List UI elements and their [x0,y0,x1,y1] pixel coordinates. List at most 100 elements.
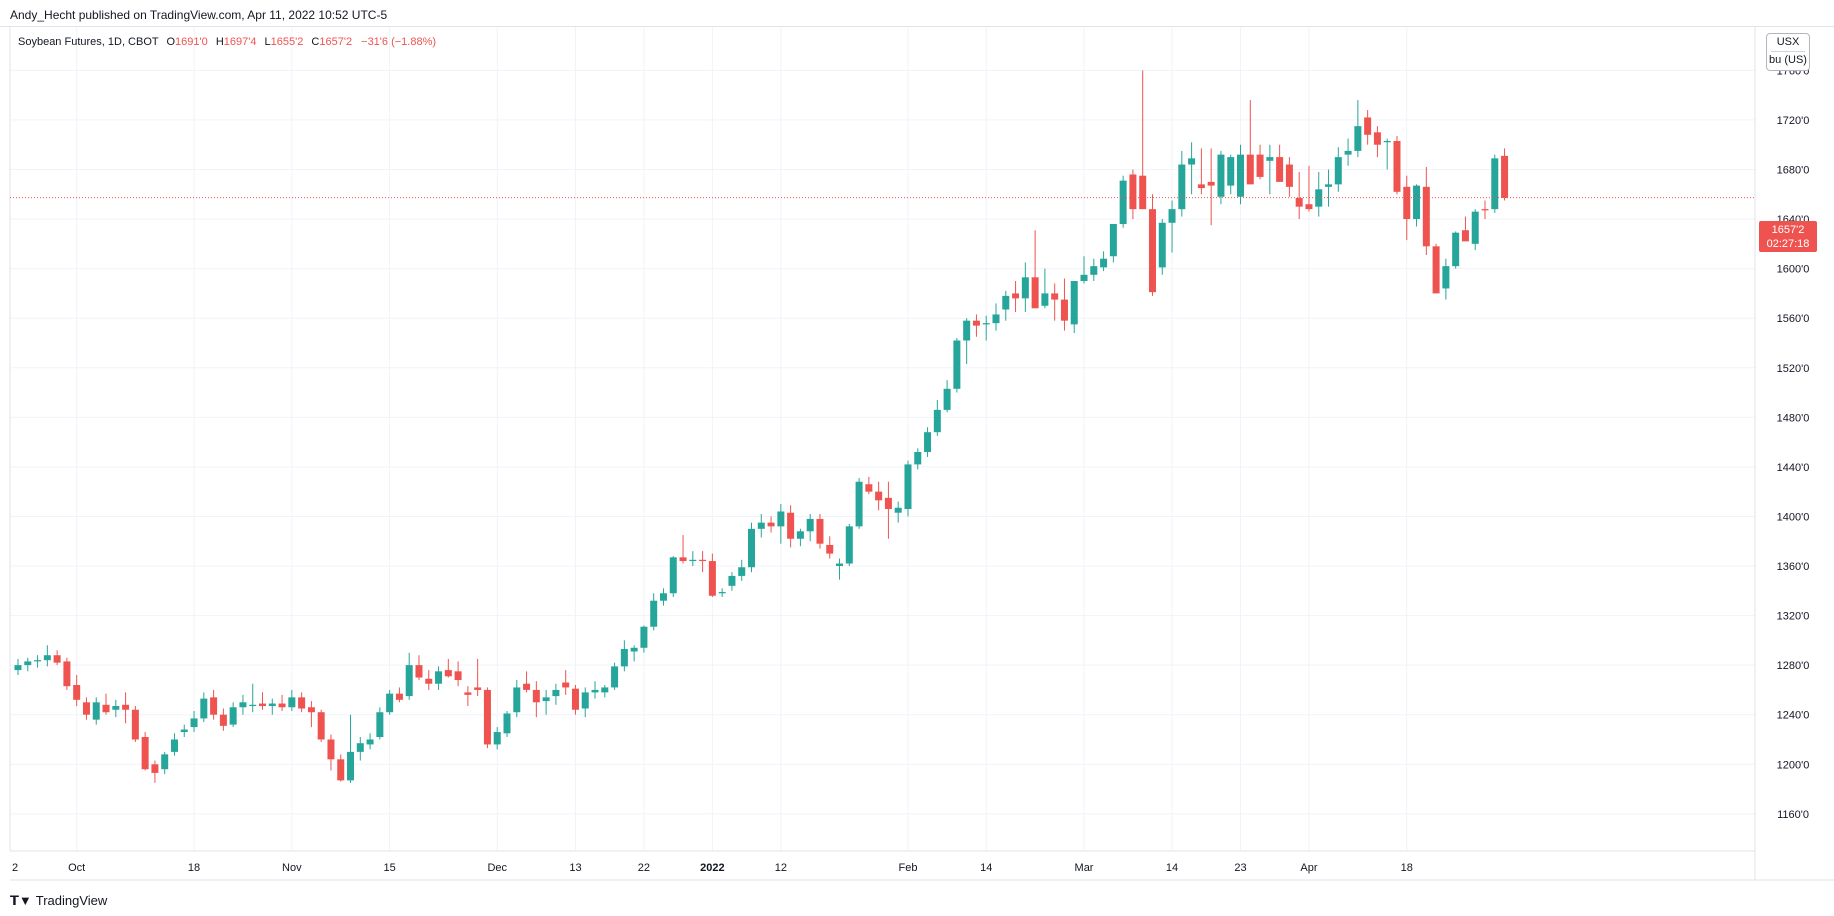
candle-body [278,703,286,708]
y-tick-label: 1280'0 [1777,660,1810,672]
candle-body [190,718,198,728]
candle-body [1383,140,1391,143]
candle-body [1481,209,1489,211]
candle-body [1276,157,1284,182]
candle-body [464,692,472,695]
candle-body [620,649,628,667]
candle-body [875,491,883,501]
candle-body [1491,158,1499,210]
candle-body [845,526,853,564]
candle-body [435,671,443,684]
candle-body [1461,230,1469,242]
footer-bar: 𝗧▼ TradingView [0,884,1834,916]
candle-body [376,712,384,738]
candle-body [718,592,726,594]
candle-body [43,655,51,661]
candle-body [1285,164,1293,187]
candle-body [1139,175,1147,210]
candle-body [180,729,188,733]
candle-body [562,682,570,688]
y-tick-label: 1400'0 [1777,511,1810,523]
candle-body [1393,140,1401,192]
candle-body [532,689,540,703]
candle-body [1002,295,1010,310]
candle-body [1256,154,1264,177]
candle-body [210,697,218,715]
price-scale[interactable]: 1160'0 1200'0 1240'0 1280'0 1320'0 1360'0 1400… [1777,65,1810,820]
y-tick-label: 1200'0 [1777,759,1810,771]
candle-body [581,692,589,709]
candle-body [24,661,32,666]
candle-body [1403,186,1411,220]
y-tick-label: 1720'0 [1777,115,1810,127]
candle-body [356,743,364,752]
price-chart[interactable]: 1160'0 1200'0 1240'0 1280'0 1320'0 1360'0 1400… [0,27,1834,884]
x-tick-label: 2022 [700,862,724,874]
candle-body [659,593,667,601]
candle-body [689,559,697,562]
tradingview-logo[interactable]: 𝗧▼ TradingView [10,893,107,909]
candle-body [53,655,61,663]
candle-body [200,698,208,719]
candle-body [1471,211,1479,244]
candle-body [1060,299,1068,321]
candle-body [972,320,980,326]
open-value: 1691'0 [175,36,208,48]
y-tick-label: 1480'0 [1777,412,1810,424]
candle-body [1432,246,1440,294]
candle-body [708,561,716,596]
candle-body [1246,154,1254,185]
candle-body [1051,293,1059,300]
candle-body [796,531,804,539]
candle-body [933,409,941,433]
candle-body [454,671,462,681]
candle-body [1207,181,1215,186]
candle-body [1119,180,1127,225]
low-label: L [264,36,271,48]
low-value: 1655'2 [270,36,304,48]
tradingview-logo-icon: 𝗧▼ [10,893,32,908]
x-tick-label: 18 [1401,862,1413,874]
candle-body [298,697,306,709]
x-tick-label: 2 [12,862,18,874]
unit-divider [1771,51,1805,52]
candle-body [1168,209,1176,223]
candle-body [884,497,892,510]
unit-label: bu (US) [1769,54,1807,66]
candle-body [806,518,814,532]
candle-body [650,600,658,627]
candle-body [904,464,912,510]
candle-body [1178,164,1186,210]
candle-body [1188,158,1196,165]
candle-body [122,704,130,710]
candle-body [14,665,22,671]
candle-body [34,660,42,662]
candle-body [1344,150,1352,155]
candle-body [513,687,521,713]
candle-body [640,626,648,648]
candle-body [1501,155,1509,198]
candle-body [767,522,775,527]
candle-body [317,712,325,740]
y-tick-label: 1440'0 [1777,462,1810,474]
candle-body [366,739,374,745]
candle-body [669,557,677,594]
candle-body [748,528,755,568]
candle-body [1129,174,1137,210]
candle-body [992,314,1000,324]
grid-lines [10,27,1755,851]
candle-body [1031,277,1039,309]
candle-body [1217,154,1225,197]
candle-body [1305,204,1313,210]
candle-body [395,693,403,700]
time-scale[interactable]: 2 Oct 18 Nov 15 Dec 13 22 2022 12 Feb 14 Mar 14 23 Apr 1… [12,862,1413,874]
last-price-label: 1657'2 02:27:18 [1759,221,1817,252]
candle-body [1373,132,1381,145]
currency-unit-selector[interactable]: USX bu (US) [1766,33,1810,71]
candle-body [112,706,120,710]
candle-body [601,687,609,693]
y-tick-label: 1600'0 [1777,264,1810,276]
candle-body [73,684,81,700]
y-tick-label: 1320'0 [1777,611,1810,623]
candle-body [591,689,599,693]
